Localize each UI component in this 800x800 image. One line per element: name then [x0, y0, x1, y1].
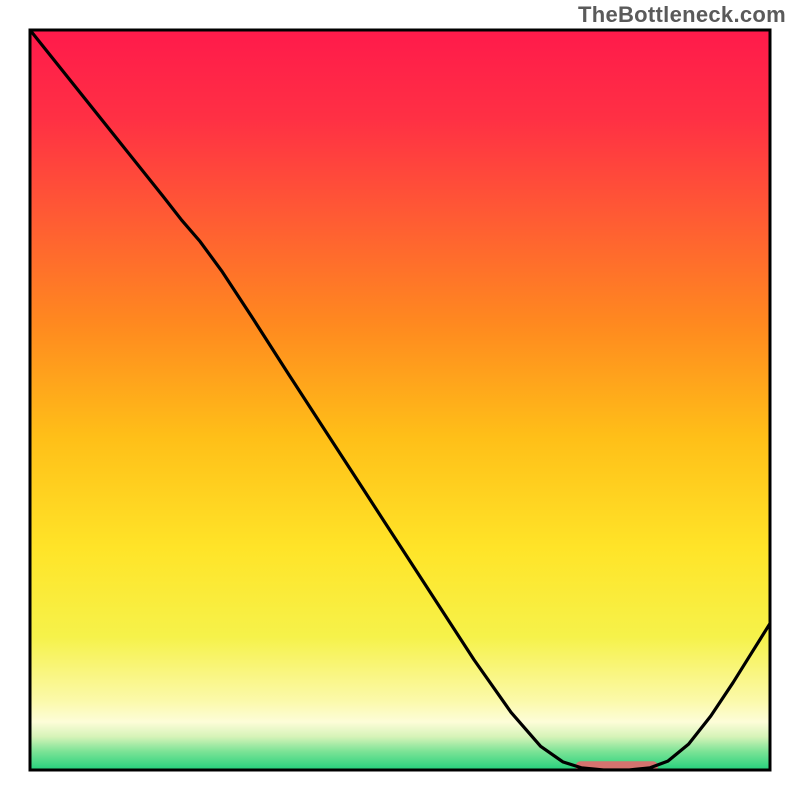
- gradient-background: [30, 30, 770, 770]
- watermark-text: TheBottleneck.com: [578, 2, 786, 28]
- chart-container: { "watermark": "TheBottleneck.com", "cha…: [0, 0, 800, 800]
- bottleneck-curve-chart: [0, 0, 800, 800]
